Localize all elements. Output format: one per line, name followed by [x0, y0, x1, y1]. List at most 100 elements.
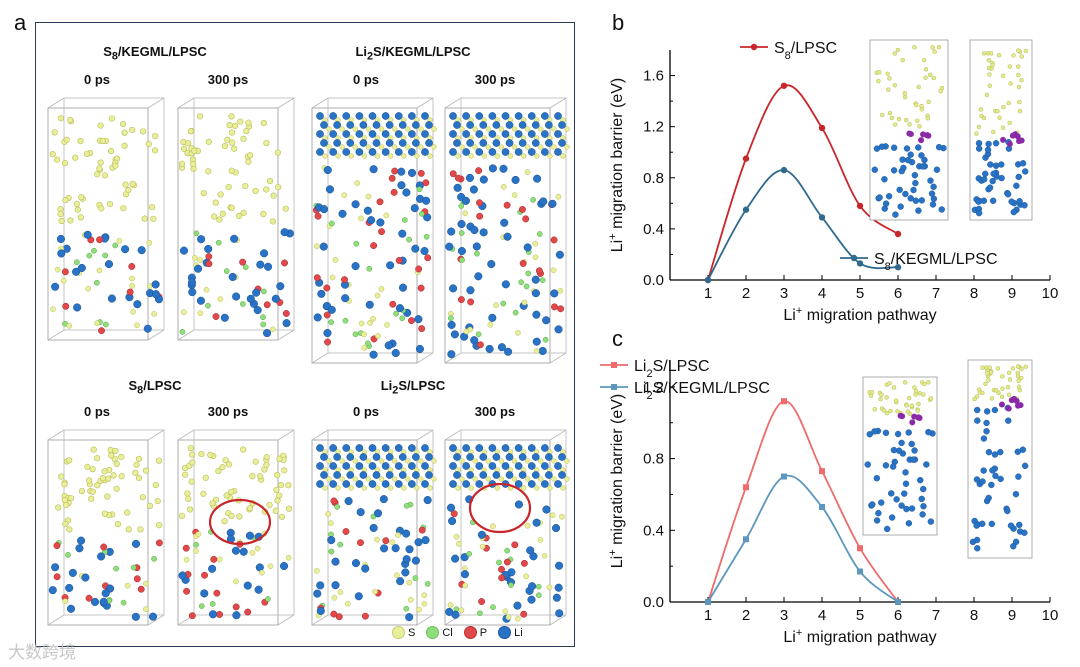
atom-s	[455, 485, 461, 491]
atom-s	[197, 310, 204, 317]
atom-li	[376, 218, 385, 227]
atom-s	[391, 144, 398, 150]
inset-atom-li	[928, 190, 936, 197]
inset-atom-s	[928, 396, 934, 401]
atom-s	[132, 469, 139, 476]
atom-li	[398, 453, 407, 461]
atom-li	[239, 547, 248, 556]
atom-li	[346, 121, 355, 129]
atom-p	[389, 300, 397, 308]
atom-li	[401, 568, 410, 577]
atom-s	[51, 129, 58, 136]
atom-li	[423, 496, 432, 505]
inset-atom-li	[882, 462, 890, 469]
atom-li	[462, 462, 470, 470]
atom-li	[395, 304, 404, 313]
atom-li	[453, 453, 461, 461]
x-tick-label: 7	[932, 285, 940, 302]
inset-migration-path	[1006, 140, 1013, 147]
atom-li	[329, 130, 337, 138]
inset-atom-li	[1015, 473, 1022, 480]
atom-li	[499, 164, 508, 173]
inset-frame	[862, 376, 938, 536]
atom-li	[460, 570, 470, 579]
atom-s	[502, 608, 509, 615]
inset-atom-li	[989, 177, 996, 185]
atom-li	[414, 315, 423, 324]
atom-cl	[504, 547, 510, 554]
atom-li	[475, 112, 484, 120]
atom-p	[85, 594, 93, 602]
atom-li	[351, 200, 360, 209]
atom-s	[122, 181, 129, 188]
atom-s	[352, 144, 358, 150]
inset-atom-li	[974, 545, 981, 552]
atom-li	[531, 453, 540, 461]
atom-s	[58, 473, 65, 480]
atom-li	[505, 453, 514, 461]
inset-atom-li	[902, 480, 910, 487]
inset-migration-path	[1016, 138, 1023, 145]
atom-s	[383, 212, 390, 219]
atom-s	[505, 614, 512, 621]
atom-s	[339, 144, 345, 150]
atom-s	[405, 476, 411, 482]
atom-s	[538, 458, 544, 464]
inset-atom-s	[892, 83, 898, 88]
atom-s	[378, 126, 385, 132]
atom-s	[472, 126, 478, 132]
atom-s	[485, 144, 491, 150]
inset-atom-li	[997, 448, 1004, 456]
atom-s	[229, 139, 236, 146]
atom-s	[149, 204, 156, 211]
inset-atom-s	[988, 51, 994, 56]
atom-li	[316, 480, 324, 488]
atom-li	[531, 121, 540, 129]
atom-cl	[458, 230, 465, 236]
structure-inset-0	[869, 39, 949, 221]
atom-s	[129, 180, 136, 187]
chart-b: 1 2 3 4 5 6 7 8 9 10 0.0 0.4 0.8 1.2 1.6 Li+ migration …	[607, 39, 1058, 324]
atom-s	[418, 126, 424, 132]
atom-s	[514, 615, 521, 622]
atom-p	[53, 573, 61, 581]
atom-s	[101, 510, 108, 517]
atom-li	[351, 559, 361, 568]
inset-atom-li	[873, 517, 881, 524]
atom-li	[333, 453, 341, 461]
atom-li	[246, 294, 255, 303]
atom-p	[535, 267, 543, 275]
atom-li	[541, 444, 549, 452]
atom-s	[252, 458, 259, 465]
atom-p	[53, 542, 61, 550]
atom-s	[62, 196, 69, 204]
inset-atom-s	[1001, 73, 1006, 78]
atom-li	[466, 139, 474, 147]
atom-s	[233, 578, 239, 585]
atom-s	[88, 495, 95, 502]
inset-atom-s	[905, 409, 911, 414]
inset-frame	[869, 39, 949, 221]
inset-atom-li	[911, 172, 919, 179]
inset-atom-s	[983, 381, 988, 387]
atom-s	[198, 451, 205, 458]
atom-li	[545, 453, 553, 461]
atom-s	[537, 537, 544, 543]
atom-li	[369, 523, 378, 532]
time-label-300ps: 300 ps	[474, 72, 516, 87]
atom-li	[408, 148, 416, 156]
inset-atom-li	[878, 143, 886, 150]
atom-li	[420, 246, 429, 256]
atom-cl	[412, 575, 419, 581]
inset-atom-s	[981, 51, 987, 56]
atom-li	[449, 130, 457, 138]
atom-li	[555, 250, 564, 259]
atom-p	[314, 212, 322, 220]
atom-li	[541, 112, 549, 120]
atom-p	[518, 205, 526, 213]
inset-atom-s	[872, 407, 877, 412]
atom-cl	[393, 310, 399, 317]
atom-li	[329, 462, 337, 470]
data-point	[818, 214, 826, 221]
atom-li	[208, 564, 217, 573]
